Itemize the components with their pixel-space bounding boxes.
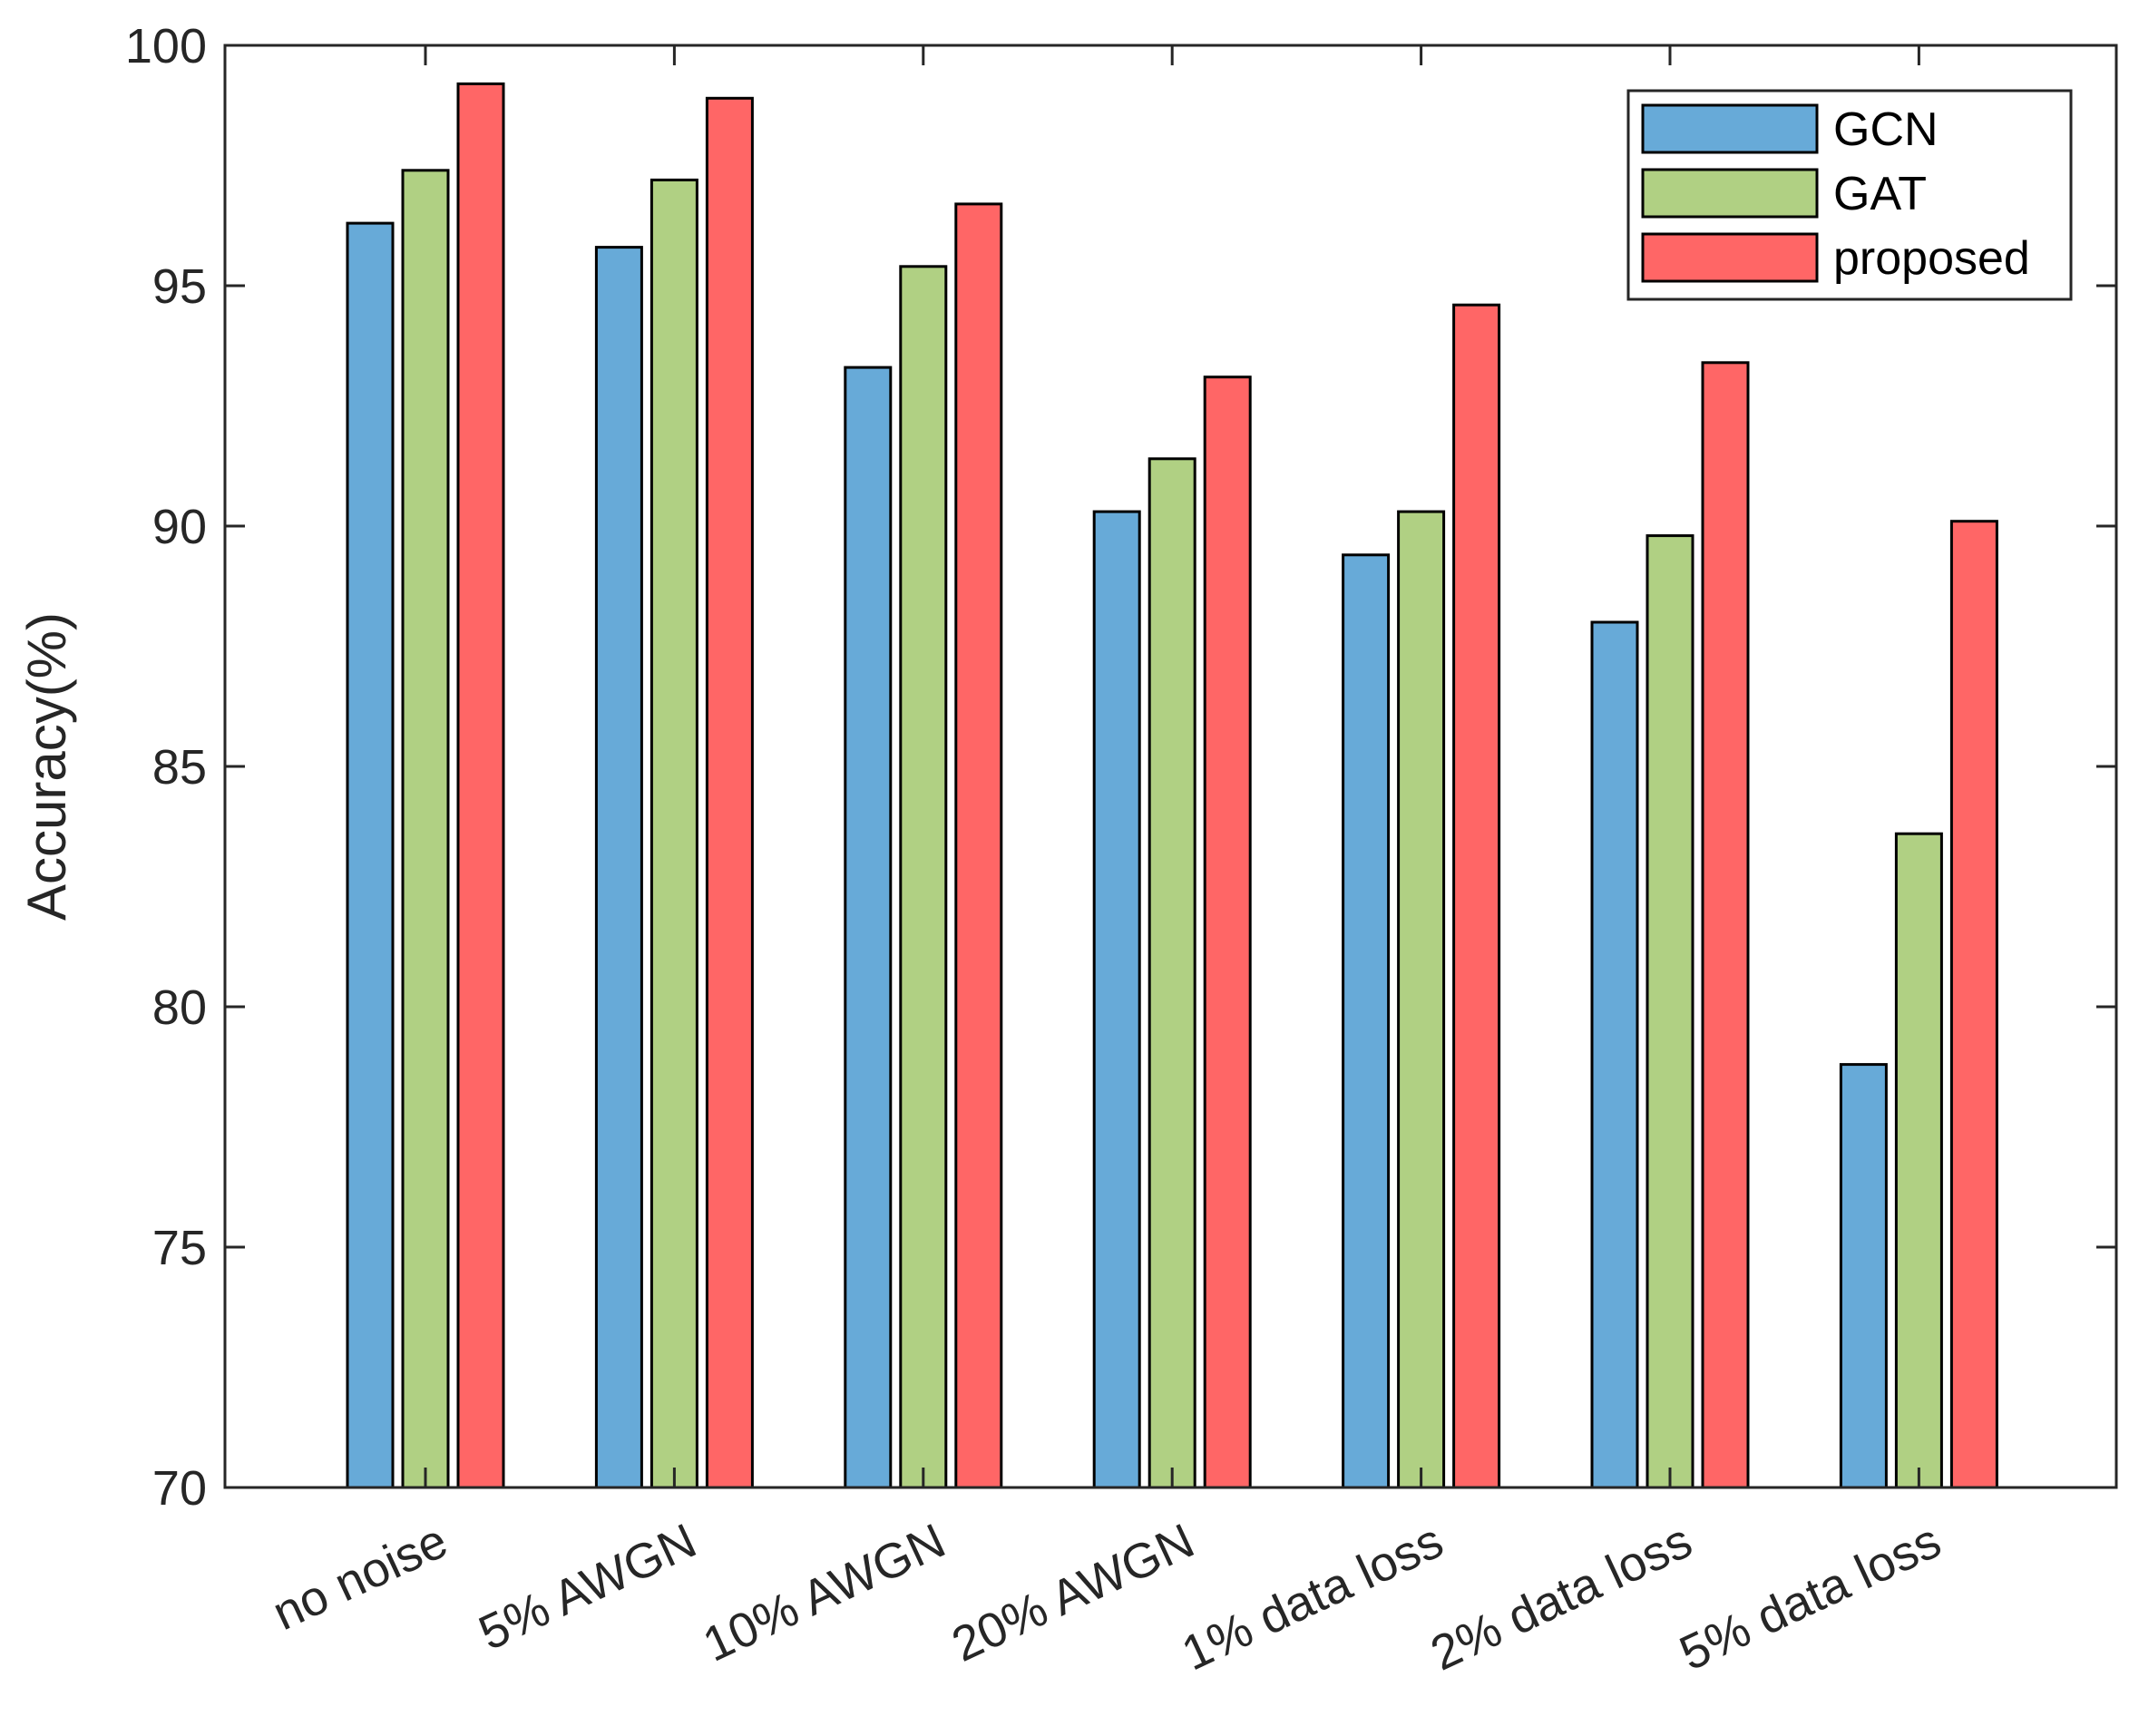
bar-proposed-3: [954, 202, 1003, 1489]
bar-gat-2: [649, 178, 698, 1489]
x-category-label: 5% data loss: [1672, 1513, 1949, 1681]
bars-layer: [346, 82, 1998, 1489]
legend-label-gcn: GCN: [1833, 103, 1939, 156]
bar-gcn-5: [1342, 553, 1391, 1489]
x-category-label: no noise: [265, 1513, 455, 1641]
legend-swatch-proposed: [1641, 232, 1819, 283]
x-category-label: 20% AWGN: [944, 1513, 1203, 1672]
bar-proposed-6: [1701, 361, 1750, 1489]
y-tick-label: 85: [152, 740, 207, 795]
y-tick-label: 80: [152, 980, 207, 1035]
legend-label-gat: GAT: [1833, 168, 1927, 220]
legend-label-proposed: proposed: [1833, 232, 2030, 285]
y-tick-label: 95: [152, 259, 207, 314]
legend-swatch-gat: [1641, 168, 1819, 219]
bar-gat-5: [1397, 510, 1446, 1489]
bar-gat-4: [1148, 457, 1196, 1489]
bar-proposed-1: [456, 82, 505, 1489]
x-category-label: 2% data loss: [1422, 1513, 1700, 1681]
bar-gat-6: [1646, 534, 1694, 1489]
x-category-label: 1% data loss: [1174, 1513, 1451, 1681]
x-category-label: 10% AWGN: [695, 1513, 953, 1672]
bar-proposed-7: [1949, 520, 1998, 1489]
bar-gcn-1: [346, 221, 395, 1489]
x-category-label: 5% AWGN: [471, 1513, 704, 1661]
bar-proposed-2: [705, 96, 754, 1489]
y-axis-title: Accuracy(%): [16, 612, 77, 921]
y-axis: 70 75 80 85 90 95 100: [125, 19, 2116, 1516]
bar-gat-1: [401, 169, 450, 1489]
y-tick-label: 75: [152, 1221, 207, 1275]
bar-gcn-6: [1590, 620, 1639, 1489]
bar-gcn-2: [594, 246, 643, 1489]
bar-proposed-4: [1203, 375, 1252, 1489]
bar-gat-7: [1894, 832, 1943, 1489]
legend: GCN GAT proposed: [1626, 89, 2073, 301]
bar-gcn-3: [844, 366, 893, 1489]
y-tick-label: 100: [125, 19, 207, 73]
bar-gcn-4: [1092, 510, 1141, 1489]
y-tick-label: 70: [152, 1461, 207, 1516]
legend-swatch-gcn: [1641, 103, 1819, 154]
bar-gcn-7: [1839, 1063, 1888, 1489]
y-tick-label: 90: [152, 500, 207, 554]
bar-proposed-5: [1452, 303, 1501, 1489]
bar-gat-3: [899, 265, 948, 1489]
